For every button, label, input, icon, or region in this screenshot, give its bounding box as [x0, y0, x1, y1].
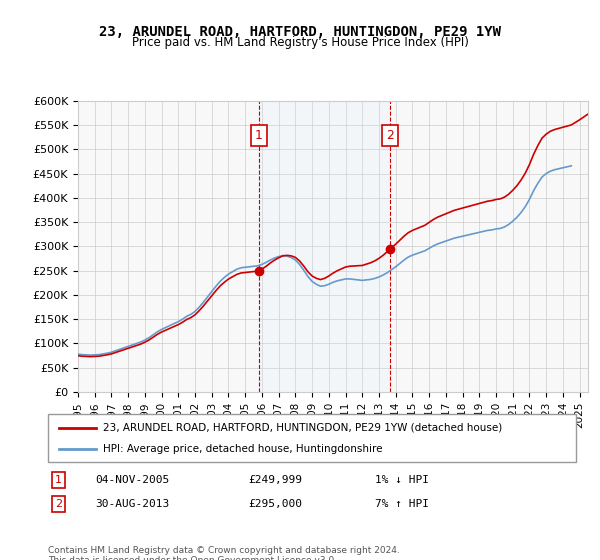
Text: 1% ↓ HPI: 1% ↓ HPI [376, 475, 430, 485]
Text: 04-NOV-2005: 04-NOV-2005 [95, 475, 170, 485]
Text: 2: 2 [55, 499, 62, 509]
Text: 23, ARUNDEL ROAD, HARTFORD, HUNTINGDON, PE29 1YW (detached house): 23, ARUNDEL ROAD, HARTFORD, HUNTINGDON, … [103, 423, 503, 433]
Text: Price paid vs. HM Land Registry's House Price Index (HPI): Price paid vs. HM Land Registry's House … [131, 36, 469, 49]
Text: 23, ARUNDEL ROAD, HARTFORD, HUNTINGDON, PE29 1YW: 23, ARUNDEL ROAD, HARTFORD, HUNTINGDON, … [99, 25, 501, 39]
Text: 1: 1 [55, 475, 62, 485]
Text: 7% ↑ HPI: 7% ↑ HPI [376, 499, 430, 509]
Text: 2: 2 [386, 129, 394, 142]
FancyBboxPatch shape [48, 414, 576, 462]
Text: £249,999: £249,999 [248, 475, 302, 485]
Text: 1: 1 [255, 129, 263, 142]
Text: HPI: Average price, detached house, Huntingdonshire: HPI: Average price, detached house, Hunt… [103, 444, 383, 454]
Text: 30-AUG-2013: 30-AUG-2013 [95, 499, 170, 509]
Text: £295,000: £295,000 [248, 499, 302, 509]
Bar [259, 101, 390, 392]
Text: Contains HM Land Registry data © Crown copyright and database right 2024.
This d: Contains HM Land Registry data © Crown c… [48, 546, 400, 560]
